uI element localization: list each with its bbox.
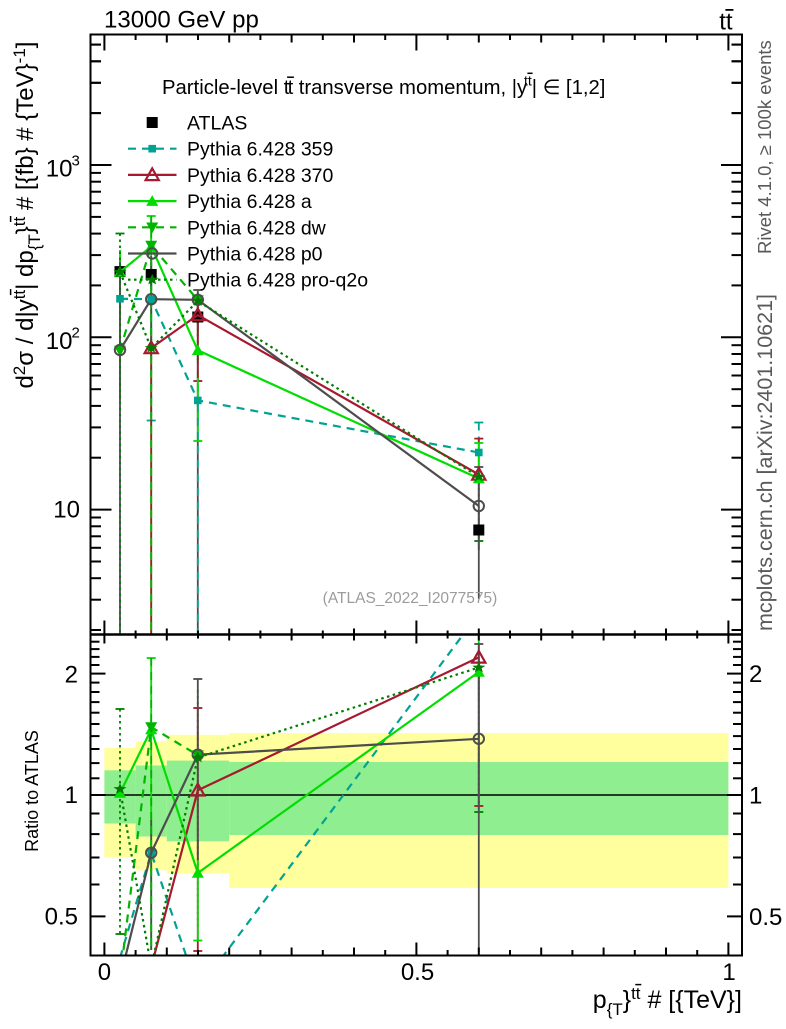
svg-text:t: t bbox=[726, 9, 733, 36]
svg-text:t: t bbox=[10, 294, 29, 299]
svg-text:}: } bbox=[623, 986, 631, 1014]
svg-text:t: t bbox=[719, 9, 726, 36]
svg-text:t: t bbox=[631, 984, 636, 1003]
svg-text:Pythia 6.428 p0: Pythia 6.428 p0 bbox=[187, 244, 323, 266]
svg-text:-1: -1 bbox=[10, 48, 29, 63]
svg-text:ATLAS: ATLAS bbox=[187, 113, 247, 135]
svg-text:10: 10 bbox=[46, 328, 73, 355]
svg-text:2: 2 bbox=[72, 325, 80, 342]
svg-text:Pythia 6.428 dw: Pythia 6.428 dw bbox=[187, 217, 327, 239]
svg-text:t: t bbox=[10, 290, 29, 295]
svg-text:t: t bbox=[288, 77, 294, 99]
svg-text:}: } bbox=[12, 226, 39, 234]
svg-text:|: | bbox=[532, 77, 537, 99]
svg-text:0: 0 bbox=[98, 959, 111, 986]
svg-text:σ / d|y: σ / d|y bbox=[12, 299, 39, 365]
svg-text:p: p bbox=[593, 986, 607, 1014]
svg-text:1: 1 bbox=[722, 959, 735, 986]
svg-text:Ratio to ATLAS: Ratio to ATLAS bbox=[22, 730, 42, 852]
svg-text:t: t bbox=[528, 73, 532, 89]
svg-text:0.5: 0.5 bbox=[401, 959, 434, 986]
svg-text:2: 2 bbox=[749, 661, 762, 688]
svg-text:(ATLAS_2022_I2077575): (ATLAS_2022_I2077575) bbox=[323, 590, 498, 607]
svg-text:3: 3 bbox=[72, 152, 80, 169]
svg-text:transverse momentum, |y: transverse momentum, |y bbox=[293, 77, 528, 99]
svg-text:Pythia 6.428 pro-q2o: Pythia 6.428 pro-q2o bbox=[187, 270, 368, 292]
svg-text:mcplots.cern.ch [arXiv:2401.10: mcplots.cern.ch [arXiv:2401.10621] bbox=[753, 294, 777, 631]
svg-text:t: t bbox=[10, 217, 29, 222]
svg-text:1: 1 bbox=[65, 782, 78, 809]
svg-text:10: 10 bbox=[46, 156, 73, 183]
svg-text:Rivet 4.1.0, ≥ 100k events: Rivet 4.1.0, ≥ 100k events bbox=[754, 40, 775, 254]
svg-text:t: t bbox=[524, 73, 528, 89]
svg-text:10: 10 bbox=[53, 497, 80, 524]
svg-text:d: d bbox=[12, 375, 39, 388]
svg-text:∈ [1,2]: ∈ [1,2] bbox=[537, 77, 605, 99]
svg-text:# [{fb} # {TeV}: # [{fb} # {TeV} bbox=[12, 63, 39, 216]
svg-text:0.5: 0.5 bbox=[749, 904, 782, 931]
svg-text:1: 1 bbox=[749, 783, 762, 810]
svg-text:Particle-level t: Particle-level t bbox=[162, 77, 290, 99]
svg-text:Pythia 6.428 a: Pythia 6.428 a bbox=[187, 191, 312, 213]
svg-text:2: 2 bbox=[65, 662, 78, 689]
svg-text:# [{TeV}]: # [{TeV}] bbox=[641, 986, 742, 1014]
svg-text:]: ] bbox=[12, 42, 39, 49]
svg-text:t: t bbox=[636, 984, 641, 1003]
svg-text:| dp: | dp bbox=[12, 250, 39, 290]
svg-text:{T: {T bbox=[607, 1000, 623, 1019]
svg-text:0.5: 0.5 bbox=[45, 904, 78, 931]
svg-text:Pythia 6.428 370: Pythia 6.428 370 bbox=[187, 165, 334, 187]
svg-text:{T: {T bbox=[25, 234, 44, 250]
svg-text:2: 2 bbox=[10, 366, 29, 375]
svg-text:t: t bbox=[10, 221, 29, 226]
svg-text:Pythia 6.428 359: Pythia 6.428 359 bbox=[187, 139, 333, 161]
svg-text:13000 GeV pp: 13000 GeV pp bbox=[104, 7, 259, 34]
